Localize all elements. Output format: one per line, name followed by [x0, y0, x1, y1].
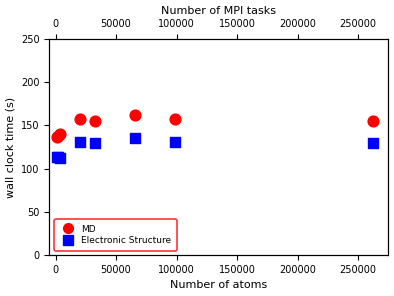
X-axis label: Number of MPI tasks: Number of MPI tasks — [162, 6, 277, 16]
Point — [55, 155, 61, 160]
Point — [77, 139, 84, 144]
Point — [92, 119, 98, 123]
Point — [171, 139, 178, 144]
Point — [370, 119, 376, 123]
Point — [132, 136, 138, 141]
Point — [92, 140, 98, 145]
Y-axis label: wall clock time (s): wall clock time (s) — [6, 96, 15, 197]
Point — [370, 140, 376, 145]
Point — [77, 117, 84, 122]
X-axis label: Number of atoms: Number of atoms — [170, 280, 268, 290]
Point — [54, 135, 60, 140]
Point — [57, 132, 63, 136]
Legend: MD, Electronic Structure: MD, Electronic Structure — [54, 219, 177, 251]
Point — [171, 117, 178, 122]
Point — [55, 133, 61, 138]
Point — [54, 155, 60, 160]
Point — [57, 156, 63, 161]
Point — [132, 112, 138, 117]
